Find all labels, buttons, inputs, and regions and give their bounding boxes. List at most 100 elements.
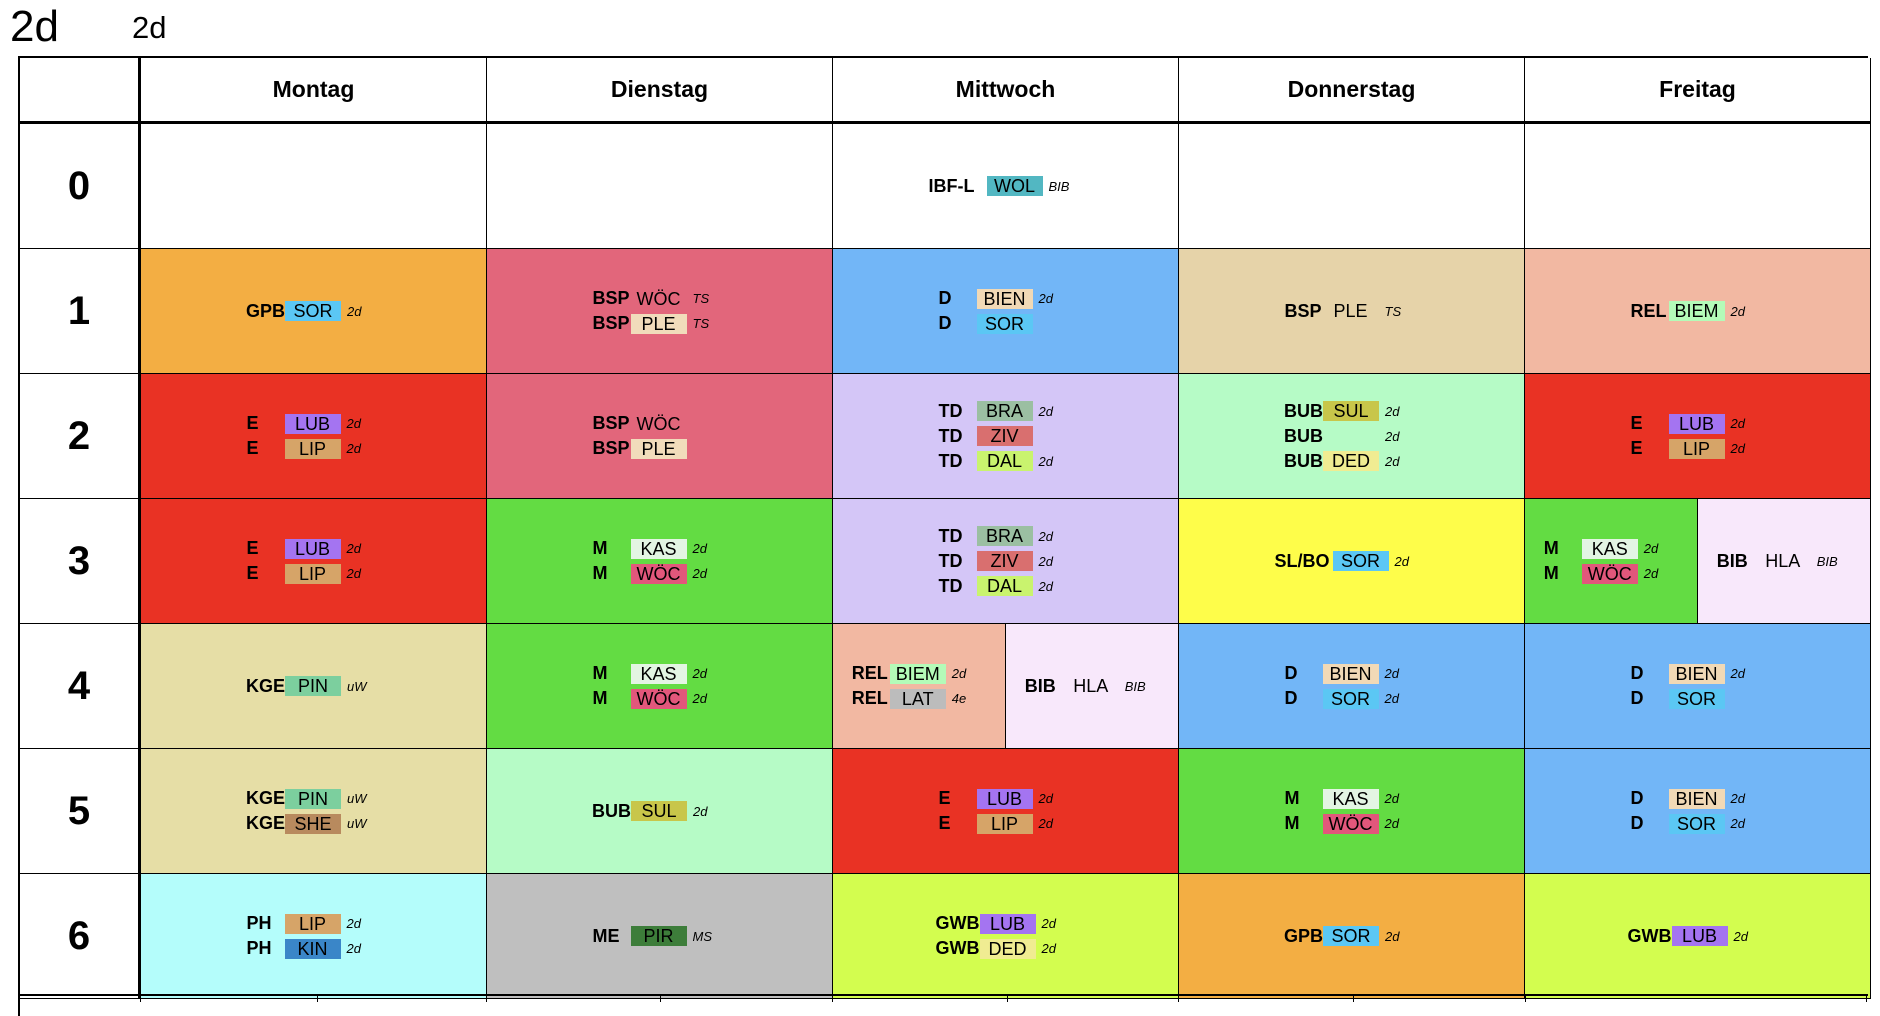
lesson-line[interactable]: SL/BO SOR 2d — [1275, 550, 1429, 572]
lesson-cell-montag-4[interactable]: KGE PIN uW — [141, 624, 487, 749]
lesson-line[interactable]: E LIP 2d — [247, 438, 381, 460]
lesson-line[interactable]: TD DAL 2d — [939, 575, 1073, 597]
lesson-cell-mittwoch-2[interactable]: TD BRA 2d TD ZIV TD DAL 2d — [833, 374, 1179, 499]
room-code: 4e — [951, 691, 967, 706]
lesson-line[interactable]: TD BRA 2d — [939, 525, 1073, 547]
lesson-cell-freitag-4[interactable]: D BIEN 2d D SOR — [1525, 624, 1871, 749]
lesson-line[interactable]: D BIEN 2d — [1631, 788, 1765, 810]
lesson-line[interactable]: M WÖC 2d — [1285, 813, 1419, 835]
lesson-line[interactable]: BUB 2d — [1284, 425, 1419, 447]
lesson-cell-mittwoch-0[interactable]: IBF-L WOL BIB — [833, 124, 1179, 249]
lesson-line[interactable]: GWB LUB 2d — [1628, 925, 1768, 947]
lesson-cell-freitag-3[interactable]: M KAS 2d M WÖC 2d BIB HLA BIB — [1525, 499, 1871, 624]
lesson-line[interactable]: KGE PIN uW — [246, 675, 381, 697]
lesson-cell-mittwoch-3[interactable]: TD BRA 2d TD ZIV 2d TD DAL 2d — [833, 499, 1179, 624]
lesson-half-right[interactable]: BIB HLA BIB — [1697, 499, 1870, 623]
lesson-line[interactable]: E LUB 2d — [1631, 413, 1765, 435]
lesson-cell-dienstag-5[interactable]: BUB SUL 2d — [487, 749, 833, 874]
lesson-line[interactable]: M WÖC 2d — [593, 688, 727, 710]
lesson-line[interactable]: BUB DED 2d — [1284, 450, 1419, 472]
lesson-cell-montag-6[interactable]: PH LIP 2d PH KIN 2d — [141, 874, 487, 999]
lesson-cell-dienstag-4[interactable]: M KAS 2d M WÖC 2d — [487, 624, 833, 749]
lesson-cell-mittwoch-5[interactable]: E LUB 2d E LIP 2d — [833, 749, 1179, 874]
lesson-line[interactable]: M KAS 2d — [1544, 538, 1678, 560]
lesson-cell-mittwoch-6[interactable]: GWB LUB 2d GWB DED 2d — [833, 874, 1179, 999]
lesson-line[interactable]: TD ZIV — [939, 425, 1073, 447]
lesson-line[interactable]: TD ZIV 2d — [939, 550, 1073, 572]
lesson-line[interactable]: E LIP 2d — [247, 563, 381, 585]
lesson-line[interactable]: E LUB 2d — [247, 413, 381, 435]
lesson-line[interactable]: M KAS 2d — [1285, 788, 1419, 810]
lesson-cell-donnerstag-5[interactable]: M KAS 2d M WÖC 2d — [1179, 749, 1525, 874]
lesson-line[interactable]: BUB SUL 2d — [1284, 400, 1419, 422]
lesson-cell-freitag-6[interactable]: GWB LUB 2d — [1525, 874, 1871, 999]
lesson-line[interactable]: REL LAT 4e — [852, 688, 986, 710]
lesson-half-left[interactable]: M KAS 2d M WÖC 2d — [1525, 499, 1698, 623]
lesson-line[interactable]: E LIP 2d — [939, 813, 1073, 835]
lesson-cell-dienstag-6[interactable]: ME PIR MS — [487, 874, 833, 999]
lesson-line[interactable]: BSP PLE TS — [1285, 300, 1419, 322]
lesson-cell-freitag-2[interactable]: E LUB 2d E LIP 2d — [1525, 374, 1871, 499]
lesson-line[interactable]: BIB HLA BIB — [1717, 550, 1851, 572]
lesson-line[interactable]: BSP WÖC — [593, 413, 727, 435]
lesson-line[interactable]: GPB SOR 2d — [246, 300, 381, 322]
lesson-line[interactable]: E LUB 2d — [939, 788, 1073, 810]
lesson-cell-donnerstag-4[interactable]: D BIEN 2d D SOR 2d — [1179, 624, 1525, 749]
lesson-cell-montag-2[interactable]: E LUB 2d E LIP 2d — [141, 374, 487, 499]
lesson-line[interactable]: D SOR 2d — [1285, 688, 1419, 710]
lesson-line[interactable]: TD DAL 2d — [939, 450, 1073, 472]
lesson-line[interactable]: BIB HLA BIB — [1025, 675, 1159, 697]
teacher-code: LUB — [284, 538, 341, 559]
lesson-line[interactable]: ME PIR MS — [593, 925, 727, 947]
lesson-line[interactable]: D BIEN 2d — [1285, 663, 1419, 685]
lesson-cell-dienstag-2[interactable]: BSP WÖC BSP PLE — [487, 374, 833, 499]
lesson-cell-freitag-0[interactable] — [1525, 124, 1871, 249]
lesson-cell-donnerstag-0[interactable] — [1179, 124, 1525, 249]
lesson-cell-montag-1[interactable]: GPB SOR 2d — [141, 249, 487, 374]
lesson-line[interactable]: GPB SOR 2d — [1284, 925, 1419, 947]
lesson-cell-mittwoch-1[interactable]: D BIEN 2d D SOR — [833, 249, 1179, 374]
lesson-line[interactable]: D SOR 2d — [1631, 813, 1765, 835]
lesson-line[interactable]: M KAS 2d — [593, 538, 727, 560]
subject-code: E — [246, 413, 259, 433]
lesson-line[interactable]: D SOR — [1631, 688, 1765, 710]
lesson-line[interactable]: BSP WÖC TS — [593, 288, 727, 310]
lesson-line[interactable]: D SOR — [939, 313, 1073, 335]
lesson-cell-dienstag-1[interactable]: BSP WÖC TS BSP PLE TS — [487, 249, 833, 374]
lesson-line[interactable]: GWB LUB 2d — [936, 913, 1076, 935]
lesson-cell-donnerstag-3[interactable]: SL/BO SOR 2d — [1179, 499, 1525, 624]
lesson-cell-montag-0[interactable] — [141, 124, 487, 249]
lesson-line[interactable]: KGE SHE uW — [246, 813, 381, 835]
lesson-list: REL BIEM 2d — [1631, 300, 1765, 322]
lesson-cell-mittwoch-4[interactable]: REL BIEM 2d REL LAT 4e BIB HLA BIB — [833, 624, 1179, 749]
lesson-cell-montag-5[interactable]: KGE PIN uW KGE SHE uW — [141, 749, 487, 874]
lesson-line[interactable]: TD BRA 2d — [939, 400, 1073, 422]
lesson-cell-donnerstag-2[interactable]: BUB SUL 2d BUB 2d BUB DED 2d — [1179, 374, 1525, 499]
lesson-cell-donnerstag-1[interactable]: BSP PLE TS — [1179, 249, 1525, 374]
lesson-line[interactable]: BUB SUL 2d — [592, 800, 727, 822]
lesson-line[interactable]: D BIEN 2d — [939, 288, 1073, 310]
lesson-line[interactable]: PH KIN 2d — [247, 938, 381, 960]
lesson-line[interactable]: M KAS 2d — [593, 663, 727, 685]
lesson-cell-montag-3[interactable]: E LUB 2d E LIP 2d — [141, 499, 487, 624]
lesson-line[interactable]: E LUB 2d — [247, 538, 381, 560]
lesson-line[interactable]: IBF-L WOL BIB — [929, 175, 1083, 197]
lesson-line[interactable]: REL BIEM 2d — [1631, 300, 1765, 322]
lesson-line[interactable]: KGE PIN uW — [246, 788, 381, 810]
lesson-half-right[interactable]: BIB HLA BIB — [1005, 624, 1178, 748]
lesson-half-left[interactable]: REL BIEM 2d REL LAT 4e — [833, 624, 1006, 748]
lesson-line[interactable]: PH LIP 2d — [247, 913, 381, 935]
lesson-cell-dienstag-0[interactable] — [487, 124, 833, 249]
lesson-line[interactable]: BSP PLE — [593, 438, 727, 460]
lesson-line[interactable]: M WÖC 2d — [1544, 563, 1678, 585]
lesson-cell-dienstag-3[interactable]: M KAS 2d M WÖC 2d — [487, 499, 833, 624]
lesson-cell-freitag-1[interactable]: REL BIEM 2d — [1525, 249, 1871, 374]
lesson-line[interactable]: M WÖC 2d — [593, 563, 727, 585]
lesson-line[interactable]: GWB DED 2d — [936, 938, 1076, 960]
lesson-line[interactable]: BSP PLE TS — [593, 313, 727, 335]
lesson-line[interactable]: REL BIEM 2d — [852, 663, 986, 685]
lesson-line[interactable]: E LIP 2d — [1631, 438, 1765, 460]
lesson-line[interactable]: D BIEN 2d — [1631, 663, 1765, 685]
lesson-cell-donnerstag-6[interactable]: GPB SOR 2d — [1179, 874, 1525, 999]
lesson-cell-freitag-5[interactable]: D BIEN 2d D SOR 2d — [1525, 749, 1871, 874]
